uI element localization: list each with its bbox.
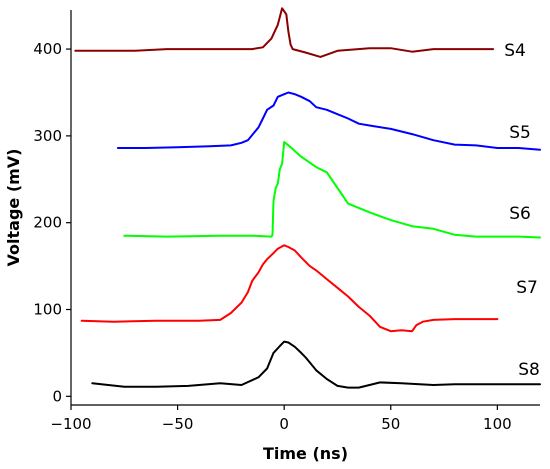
y-tick-label: 300 bbox=[33, 127, 62, 145]
y-tick-label: 0 bbox=[52, 387, 62, 405]
x-tick-label: −50 bbox=[162, 415, 194, 433]
series-labels: S4 S5 S6 S7 S8 bbox=[504, 41, 540, 380]
series-label-s8: S8 bbox=[518, 360, 540, 380]
y-tick-label: 200 bbox=[33, 214, 62, 232]
series-label-s5: S5 bbox=[509, 123, 531, 143]
x-tick-label: −100 bbox=[50, 415, 91, 433]
series-label-s6: S6 bbox=[509, 204, 531, 224]
x-tick-label: 0 bbox=[279, 415, 289, 433]
series-label-s4: S4 bbox=[504, 41, 526, 61]
x-tick-label: 100 bbox=[483, 415, 512, 433]
ticks: −100 −50 0 50 100 0 100 200 300 400 bbox=[33, 40, 511, 433]
y-tick-label: 100 bbox=[33, 301, 62, 319]
x-axis-title: Time (ns) bbox=[263, 444, 348, 463]
series bbox=[74, 7, 541, 389]
series-line-s5 bbox=[116, 91, 541, 151]
axes bbox=[70, 10, 540, 406]
series-line-s7 bbox=[80, 244, 499, 333]
series-line-s8 bbox=[91, 340, 541, 389]
y-tick-label: 400 bbox=[33, 40, 62, 58]
series-line-s4 bbox=[74, 7, 495, 58]
series-line-s6 bbox=[123, 141, 541, 239]
y-axis-title: Voltage (mV) bbox=[4, 149, 23, 267]
x-tick-label: 50 bbox=[381, 415, 400, 433]
series-label-s7: S7 bbox=[516, 278, 538, 298]
